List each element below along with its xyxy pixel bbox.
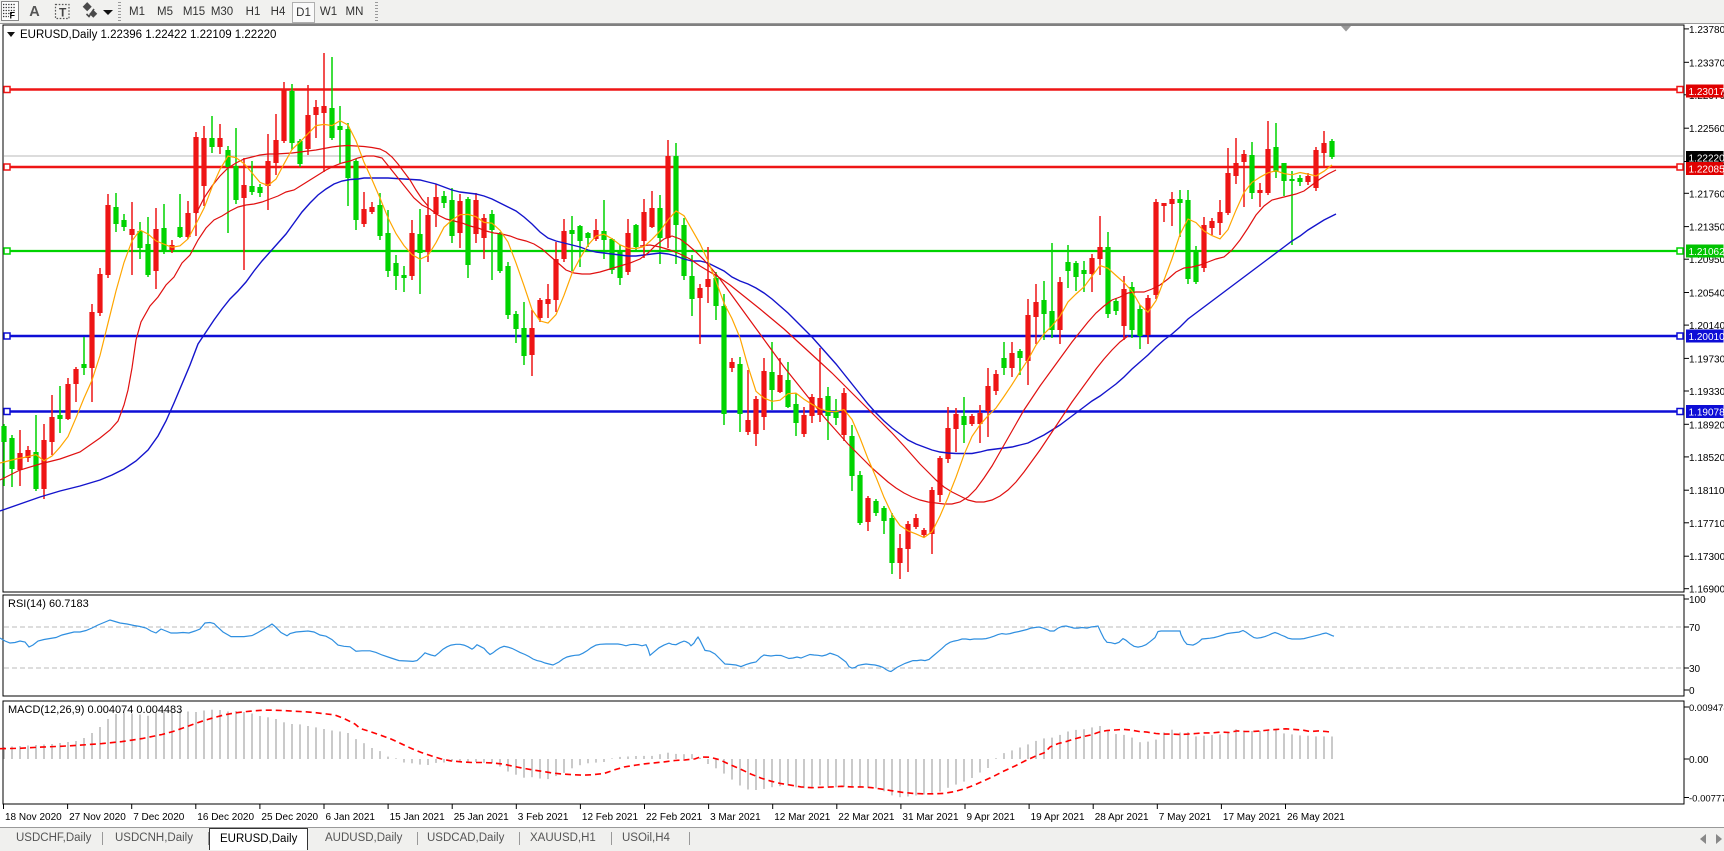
svg-text:1.18520: 1.18520 [1689, 453, 1724, 464]
svg-text:F: F [10, 11, 16, 21]
svg-text:1.20540: 1.20540 [1689, 289, 1724, 300]
svg-text:1.23370: 1.23370 [1689, 58, 1724, 69]
svg-text:T: T [59, 6, 67, 20]
svg-text:1.18920: 1.18920 [1689, 420, 1724, 431]
svg-text:EURUSD,Daily 1.22396 1.22422: EURUSD,Daily 1.22396 1.22422 1.22109 1.2… [20, 29, 276, 41]
svg-text:30: 30 [1689, 664, 1701, 675]
svg-text:27 Nov 2020: 27 Nov 2020 [69, 812, 126, 823]
svg-text:18 Nov 2020: 18 Nov 2020 [5, 812, 62, 823]
svg-text:3 Mar 2021: 3 Mar 2021 [710, 812, 761, 823]
svg-text:1.21350: 1.21350 [1689, 223, 1724, 234]
svg-text:7 May 2021: 7 May 2021 [1159, 812, 1212, 823]
svg-text:25 Dec 2020: 25 Dec 2020 [261, 812, 318, 823]
svg-text:25 Jan 2021: 25 Jan 2021 [454, 812, 509, 823]
svg-text:22 Mar 2021: 22 Mar 2021 [838, 812, 895, 823]
svg-text:1.23780: 1.23780 [1689, 25, 1724, 36]
svg-text:1.21760: 1.21760 [1689, 189, 1724, 200]
svg-text:1.19330: 1.19330 [1689, 387, 1724, 398]
svg-text:17 May 2021: 17 May 2021 [1223, 812, 1281, 823]
svg-text:1.21062: 1.21062 [1689, 247, 1724, 258]
svg-text:1.17710: 1.17710 [1689, 519, 1724, 530]
svg-text:16 Dec 2020: 16 Dec 2020 [197, 812, 254, 823]
svg-text:1.23017: 1.23017 [1689, 87, 1724, 98]
svg-text:1.19730: 1.19730 [1689, 354, 1724, 365]
svg-text:9 Apr 2021: 9 Apr 2021 [967, 812, 1016, 823]
svg-text:1.20950: 1.20950 [1689, 255, 1724, 266]
svg-text:MACD(12,26,9) 0.004074 0.00448: MACD(12,26,9) 0.004074 0.004483 [8, 704, 182, 716]
svg-text:28 Apr 2021: 28 Apr 2021 [1095, 812, 1149, 823]
svg-text:26 May 2021: 26 May 2021 [1287, 812, 1345, 823]
svg-text:100: 100 [1689, 595, 1706, 606]
svg-text:1.16900: 1.16900 [1689, 585, 1724, 596]
svg-text:12 Feb 2021: 12 Feb 2021 [582, 812, 639, 823]
svg-text:7 Dec 2020: 7 Dec 2020 [133, 812, 185, 823]
svg-text:1.22220: 1.22220 [1689, 154, 1724, 165]
svg-text:15 Jan 2021: 15 Jan 2021 [390, 812, 445, 823]
svg-text:1.20010: 1.20010 [1689, 332, 1724, 343]
svg-text:3 Feb 2021: 3 Feb 2021 [518, 812, 569, 823]
svg-text:31 Mar 2021: 31 Mar 2021 [902, 812, 959, 823]
svg-text:0: 0 [1689, 686, 1695, 697]
svg-text:1.17300: 1.17300 [1689, 552, 1724, 563]
svg-text:0.009478: 0.009478 [1689, 703, 1724, 714]
svg-text:1.19078: 1.19078 [1689, 408, 1724, 419]
svg-text:-0.007778: -0.007778 [1689, 794, 1724, 805]
svg-text:RSI(14) 60.7183: RSI(14) 60.7183 [8, 598, 89, 610]
svg-text:0.00: 0.00 [1689, 755, 1709, 766]
svg-text:1.22560: 1.22560 [1689, 124, 1724, 135]
svg-text:12 Mar 2021: 12 Mar 2021 [774, 812, 831, 823]
svg-text:1.20140: 1.20140 [1689, 321, 1724, 332]
svg-text:70: 70 [1689, 623, 1701, 634]
svg-text:22 Feb 2021: 22 Feb 2021 [646, 812, 703, 823]
svg-text:19 Apr 2021: 19 Apr 2021 [1031, 812, 1085, 823]
svg-text:1.22085: 1.22085 [1689, 165, 1724, 176]
svg-text:6 Jan 2021: 6 Jan 2021 [326, 812, 376, 823]
svg-text:1.18110: 1.18110 [1689, 486, 1724, 497]
